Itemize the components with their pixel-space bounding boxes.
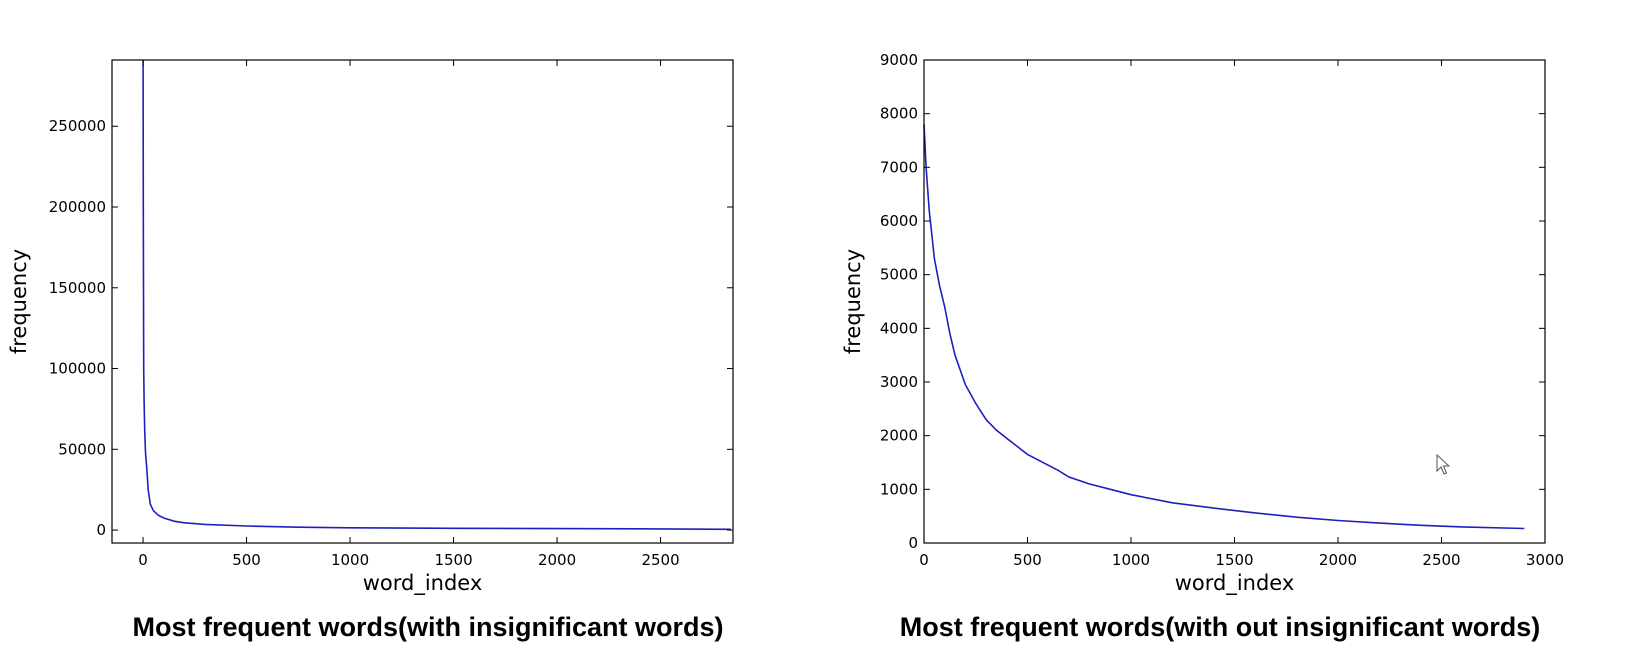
y-tick-label: 0: [908, 534, 918, 552]
x-tick-label: 500: [1013, 551, 1042, 569]
series-line: [923, 124, 1525, 530]
x-tick-label: 3000: [1526, 551, 1564, 569]
chart-left: 0 500 1000 1500 2000 2500 0 50000 100000 150000 20…: [7, 59, 734, 596]
plot-frame: [923, 59, 1546, 544]
x-tick-label: 1500: [434, 551, 472, 569]
caption-right: Most frequent words(with out insignifica…: [899, 612, 1541, 642]
x-tick-label: 0: [919, 551, 929, 569]
y-tick-label: 1000: [880, 480, 918, 498]
chart-right: 0 500 1000 1500 2000 2500 3000 0 1000 2000 3000 400…: [841, 51, 1564, 596]
x-tick-label: 1000: [331, 551, 369, 569]
y-tick-label: 100000: [49, 360, 106, 378]
y-tick-label: 150000: [49, 279, 106, 297]
y-tick-label: 8000: [880, 105, 918, 123]
y-tick-label: 4000: [880, 319, 918, 337]
x-tick-label: 2500: [1422, 551, 1460, 569]
plot-frame: [111, 59, 734, 544]
x-tick-label: 2500: [641, 551, 679, 569]
x-axis-label: word_index: [363, 571, 483, 596]
x-tick-label: 0: [138, 551, 148, 569]
y-tick-label: 250000: [49, 117, 106, 135]
x-tick-label: 2000: [1319, 551, 1357, 569]
y-tick-label: 3000: [880, 373, 918, 391]
y-tick-label: 5000: [880, 266, 918, 284]
y-tick-label: 50000: [58, 440, 106, 458]
series-line: [142, 59, 731, 531]
x-tick-label: 500: [232, 551, 261, 569]
y-tick-label: 7000: [880, 158, 918, 176]
x-tick-label: 2000: [538, 551, 576, 569]
y-tick-label: 2000: [880, 427, 918, 445]
y-tick-label: 6000: [880, 212, 918, 230]
x-axis-label: word_index: [1175, 571, 1295, 596]
x-tick-label: 1500: [1215, 551, 1253, 569]
caption-left: Most frequent words(with insignificant w…: [132, 612, 724, 642]
y-tick-label: 200000: [49, 198, 106, 216]
y-tick-label: 0: [96, 521, 106, 539]
y-axis-label: frequency: [841, 249, 865, 354]
y-axis-label: frequency: [7, 249, 31, 354]
x-tick-label: 1000: [1112, 551, 1150, 569]
mouse-pointer-icon: [1436, 454, 1450, 475]
y-tick-label: 9000: [880, 51, 918, 69]
